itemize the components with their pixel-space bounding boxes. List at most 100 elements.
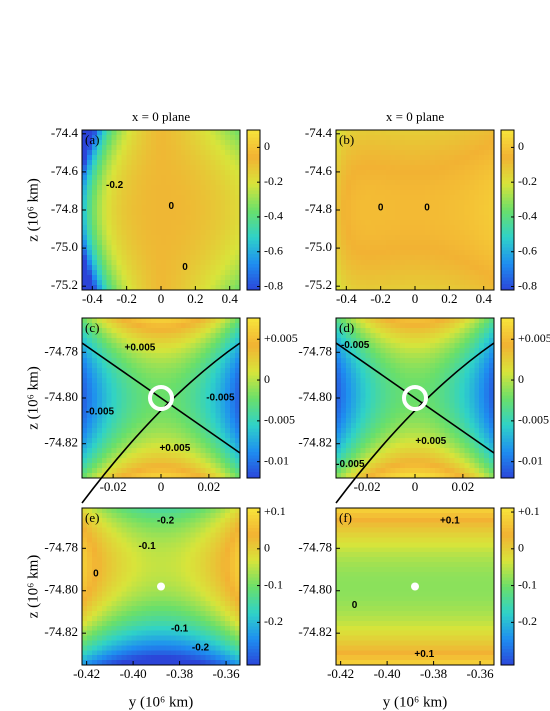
field-cell: [474, 175, 480, 181]
field-cell: [190, 260, 197, 266]
field-cell: [121, 428, 128, 434]
field-cell: [336, 280, 342, 286]
field-cell: [170, 205, 177, 211]
colorbar-cell: [501, 354, 514, 359]
field-cell: [180, 160, 187, 166]
field-cell: [444, 250, 451, 256]
field-cell: [479, 338, 485, 344]
field-cell: [439, 328, 446, 334]
field-cell: [484, 423, 490, 429]
field-cell: [464, 180, 470, 186]
field-cell: [126, 522, 132, 529]
field-cell: [484, 443, 490, 449]
field-cell: [121, 280, 128, 286]
field-cell: [190, 135, 197, 141]
field-cell: [170, 225, 177, 231]
field-cell: [225, 363, 231, 369]
field-cell: [479, 250, 485, 256]
colorbar-cell: [247, 438, 260, 442]
field-cell: [489, 205, 495, 211]
field-cell: [161, 240, 167, 246]
field-cell: [111, 403, 118, 409]
field-cell: [474, 145, 480, 151]
field-cell: [200, 170, 207, 176]
field-cell: [375, 418, 382, 424]
field-cell: [390, 130, 396, 136]
field-cell: [360, 363, 367, 369]
field-cell: [136, 512, 142, 519]
field-cell: [479, 235, 485, 241]
field-cell: [405, 285, 411, 291]
field-cell: [195, 388, 202, 394]
field-cell: [355, 403, 362, 409]
field-cell: [484, 473, 490, 479]
field-cell: [350, 220, 357, 226]
field-cell: [464, 230, 470, 236]
field-cell: [350, 318, 357, 324]
field-cell: [175, 275, 182, 281]
field-cell: [360, 245, 367, 251]
field-cell: [146, 225, 152, 231]
field-cell: [220, 195, 226, 201]
field-cell: [141, 522, 147, 529]
field-cell: [449, 220, 456, 226]
field-cell: [380, 235, 386, 241]
field-cell: [474, 408, 480, 414]
field-cell: [340, 368, 347, 374]
field-cell: [424, 245, 431, 251]
field-cell: [225, 378, 231, 384]
field-cell: [116, 512, 123, 519]
field-cell: [131, 448, 137, 454]
field-cell: [111, 620, 118, 627]
field-cell: [434, 473, 441, 479]
field-cell: [161, 358, 167, 364]
field-cell: [210, 170, 216, 176]
field-cell: [91, 443, 98, 449]
field-cell: [479, 328, 485, 334]
field-cell: [101, 591, 108, 597]
field-cell: [350, 235, 357, 241]
field-cell: [101, 343, 108, 349]
field-cell: [400, 453, 406, 459]
field-cell: [464, 418, 470, 424]
field-cell: [405, 433, 411, 439]
field-cell: [136, 205, 142, 211]
field-cell: [350, 270, 357, 276]
field-cell: [449, 438, 456, 444]
field-cell: [165, 423, 172, 429]
field-cell: [136, 566, 142, 573]
field-cell: [220, 373, 226, 379]
field-cell: [469, 190, 475, 196]
field-cell: [82, 611, 88, 617]
field-cell: [235, 160, 241, 166]
field-cell: [91, 260, 98, 266]
field-cell: [469, 285, 475, 291]
colorbar-cell: [501, 401, 514, 406]
field-cell: [195, 343, 202, 349]
colorbar-cell: [247, 381, 260, 386]
field-cell: [82, 225, 88, 231]
field-cell: [375, 318, 382, 324]
field-cell: [336, 403, 342, 409]
field-cell: [235, 175, 241, 181]
field-cell: [111, 378, 118, 384]
field-cell: [360, 255, 367, 261]
field-cell: [400, 328, 406, 334]
field-cell: [151, 363, 157, 369]
field-cell: [170, 250, 177, 256]
field-cell: [350, 145, 357, 151]
field-cell: [151, 606, 157, 612]
field-cell: [225, 160, 231, 166]
field-cell: [434, 145, 441, 151]
field-cell: [126, 225, 132, 231]
field-cell: [82, 443, 88, 449]
field-cell: [126, 363, 132, 369]
field-cell: [365, 235, 372, 241]
field-cell: [111, 150, 118, 156]
x-tick-label: 0: [158, 291, 165, 306]
field-cell: [161, 160, 167, 166]
field-cell: [190, 363, 197, 369]
field-cell: [360, 333, 367, 339]
field-cell: [200, 210, 207, 216]
colorbar-tick-label: -0.2: [518, 174, 537, 188]
